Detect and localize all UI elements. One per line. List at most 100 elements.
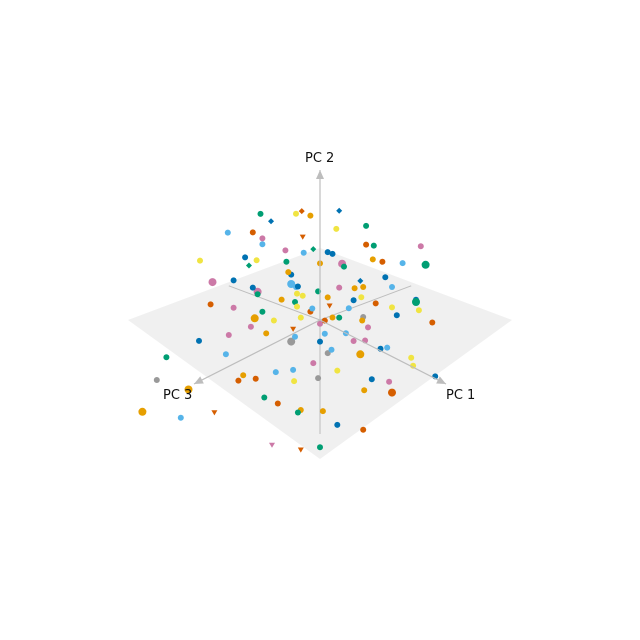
data-point [361, 387, 368, 394]
data-point [298, 208, 305, 215]
data-point [285, 269, 292, 276]
data-point [333, 225, 340, 232]
data-point [184, 385, 193, 394]
data-point [225, 332, 232, 338]
data-point [389, 304, 395, 311]
data-point [222, 351, 229, 358]
data-point [196, 337, 202, 344]
data-point [269, 442, 275, 448]
data-point [336, 207, 343, 214]
data-point [410, 362, 417, 369]
axis-pc3-line [193, 319, 321, 385]
data-point [287, 280, 296, 288]
data-point [350, 297, 357, 304]
data-point [365, 324, 371, 331]
data-point [235, 377, 242, 384]
data-point [290, 326, 297, 332]
data-point [408, 354, 415, 361]
data-point [230, 304, 237, 311]
data-point [247, 323, 254, 330]
data-point [357, 277, 364, 284]
data-point [294, 290, 300, 297]
data-point [310, 246, 317, 253]
data-point [268, 218, 275, 225]
axis-line-pc1-negative [228, 285, 321, 321]
data-point [299, 234, 306, 240]
data-point [321, 330, 328, 337]
data-point [307, 212, 314, 219]
data-point [245, 262, 252, 269]
data-point [324, 294, 331, 301]
axis-pc1-line [319, 319, 447, 385]
data-point [399, 260, 406, 267]
data-point [379, 258, 386, 265]
data-point [153, 377, 160, 383]
data-points [138, 207, 439, 453]
data-point [287, 337, 296, 346]
data-point [224, 229, 231, 236]
data-point [350, 338, 357, 344]
data-point [138, 407, 147, 416]
data-point [429, 319, 436, 326]
data-point [254, 291, 261, 298]
data-point [324, 249, 331, 256]
data-point [421, 260, 430, 269]
data-point [334, 367, 341, 374]
data-point [356, 350, 365, 359]
data-point [263, 330, 270, 337]
data-point [363, 222, 370, 229]
data-point [249, 229, 256, 236]
data-point [272, 369, 279, 376]
data-point [369, 256, 376, 263]
data-point [252, 375, 259, 382]
data-point [253, 257, 260, 264]
data-point [382, 274, 389, 281]
data-point [336, 284, 343, 291]
axis-pc2-arrowhead [316, 170, 324, 179]
data-point [360, 426, 367, 433]
data-point [297, 447, 304, 453]
data-point [163, 354, 170, 361]
data-point [317, 338, 323, 345]
data-point [363, 241, 370, 248]
data-point [297, 314, 304, 321]
data-point [290, 366, 297, 373]
data-point [208, 278, 217, 287]
data-point [177, 414, 184, 421]
axis-pc3-arrowhead [194, 376, 204, 384]
data-point [300, 249, 307, 256]
data-point [293, 210, 299, 217]
data-point [386, 378, 393, 385]
data-point [412, 298, 420, 306]
data-point [270, 317, 277, 324]
axis-label-pc1: PC 1 [446, 388, 475, 403]
data-point [309, 305, 316, 312]
data-point [372, 300, 379, 307]
axis-pc1-arrowhead [436, 376, 446, 384]
data-point [329, 250, 336, 257]
data-point [384, 344, 391, 351]
data-point [292, 299, 298, 305]
data-point [310, 360, 317, 367]
axis-line-pc3-negative [319, 285, 412, 321]
data-point [341, 263, 347, 270]
data-point [368, 376, 375, 383]
data-point [240, 372, 247, 379]
data-point [211, 410, 218, 416]
data-point [207, 301, 214, 308]
data-point [334, 421, 341, 428]
data-point [319, 408, 326, 415]
data-point [317, 444, 323, 451]
data-point [249, 284, 256, 291]
data-point [282, 247, 289, 254]
data-point [345, 305, 352, 312]
data-point [326, 303, 333, 309]
data-point [274, 400, 281, 407]
data-point [389, 284, 395, 290]
data-point [359, 317, 366, 324]
data-point [417, 243, 424, 250]
axis-arrows [193, 170, 447, 385]
data-point [259, 241, 266, 248]
data-point [294, 283, 301, 290]
